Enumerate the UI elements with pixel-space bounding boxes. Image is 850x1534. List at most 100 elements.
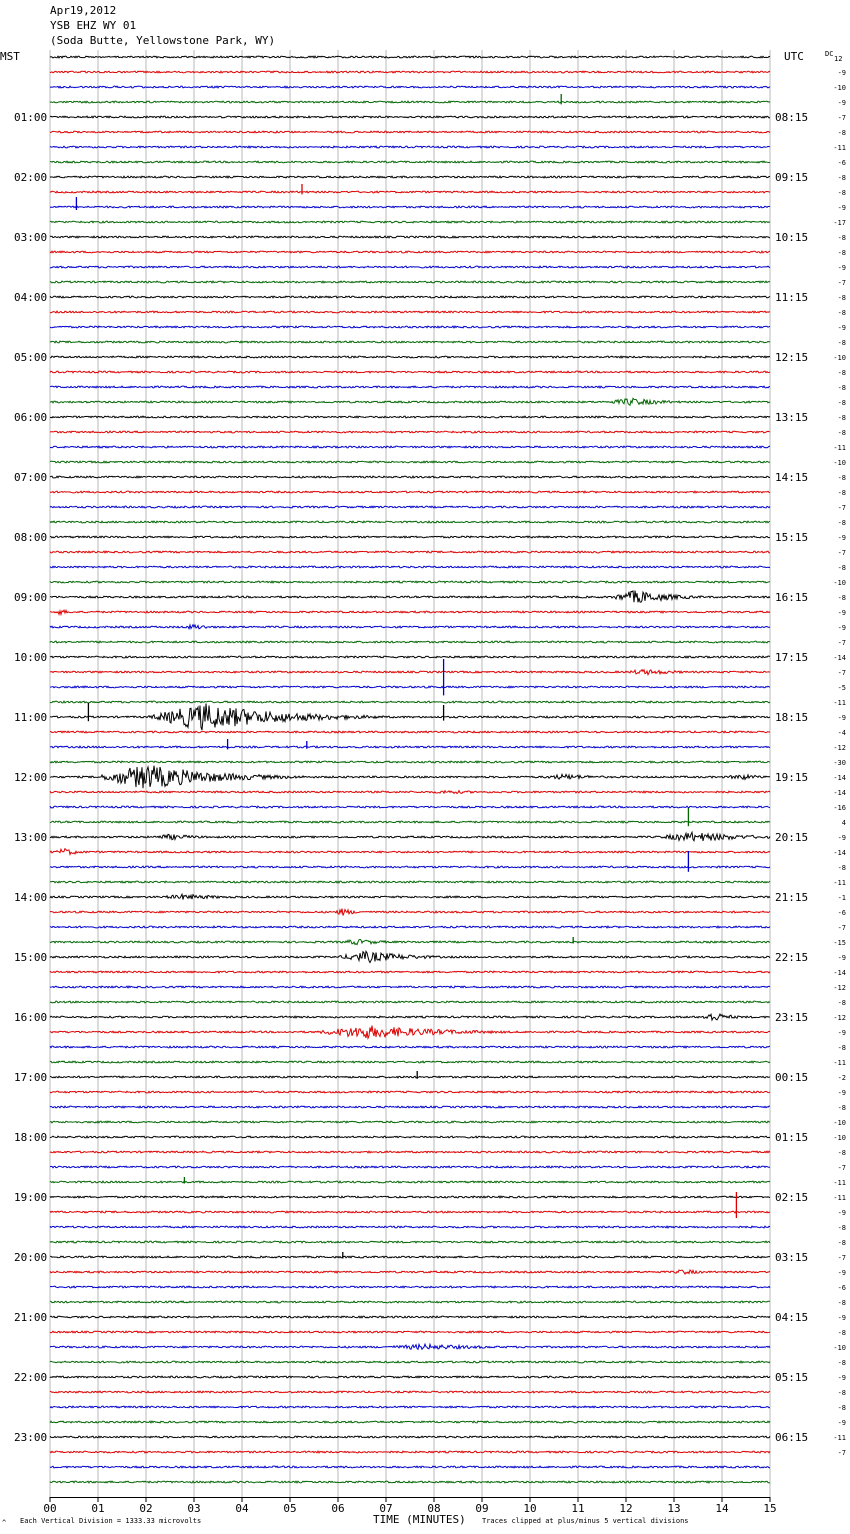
x-tick-label: 13: [667, 1502, 680, 1515]
dc-offset-label: -2: [838, 1074, 846, 1082]
trace-line: [49, 460, 771, 464]
trace-line: [49, 397, 771, 407]
trace-line: [49, 1180, 771, 1184]
x-tick-label: 00: [43, 1502, 56, 1515]
dc-offset-label: -8: [838, 429, 846, 437]
dc-offset-label: -10: [833, 84, 846, 92]
utc-hour-label: 03:15: [775, 1251, 808, 1264]
trace-line: [49, 950, 771, 964]
dc-offset-label: -9: [838, 264, 846, 272]
trace-line: [49, 865, 771, 869]
dc-offset-label: -8: [838, 339, 846, 347]
utc-hour-label: 12:15: [775, 351, 808, 364]
utc-hour-label: 18:15: [775, 711, 808, 724]
trace-line: [49, 938, 771, 946]
trace-line: [49, 970, 771, 974]
dc-offset-label: -9: [838, 1419, 846, 1427]
trace-line: [49, 880, 771, 884]
trace-line: [49, 430, 771, 434]
dc-offset-label: -14: [833, 774, 846, 782]
dc-offset-label: -12: [833, 984, 846, 992]
mst-hour-label: 17:00: [14, 1071, 47, 1084]
dc-offset-label: -10: [833, 354, 846, 362]
trace-line: [49, 100, 771, 104]
trace-line: [49, 520, 771, 524]
dc-offset-label: -11: [833, 1434, 846, 1442]
trace-line: [49, 685, 771, 689]
dc-offset-label: -7: [838, 504, 846, 512]
dc-offset-label: -8: [838, 1389, 846, 1397]
trace-line: [49, 668, 771, 677]
utc-hour-label: 20:15: [775, 831, 808, 844]
trace-line: [49, 820, 771, 824]
dc-offset-label: -9: [838, 1269, 846, 1277]
dc-offset-label: -9: [838, 69, 846, 77]
dc-header-label: DC: [825, 50, 833, 58]
trace-line: [49, 340, 771, 344]
clipping-note: Traces clipped at plus/minus 5 vertical …: [482, 1517, 689, 1525]
trace-line: [49, 1150, 771, 1154]
x-tick-label: 11: [571, 1502, 584, 1515]
utc-hour-label: 05:15: [775, 1371, 808, 1384]
mst-hour-label: 09:00: [14, 591, 47, 604]
trace-line: [49, 1165, 770, 1169]
mst-hour-label: 07:00: [14, 471, 47, 484]
utc-hour-label: 15:15: [775, 531, 808, 544]
dc-offset-label: -16: [833, 804, 846, 812]
utc-hour-label: 14:15: [775, 471, 808, 484]
trace-line: [49, 1025, 771, 1041]
utc-hour-label: 09:15: [775, 171, 808, 184]
dc-offset-label: -8: [838, 1299, 846, 1307]
trace-line: [49, 505, 771, 509]
trace-line: [49, 385, 771, 389]
dc-offset-label: -7: [838, 114, 846, 122]
mst-hour-label: 16:00: [14, 1011, 47, 1024]
trace-line: [49, 1000, 771, 1004]
trace-line: [49, 325, 771, 329]
utc-hour-label: 01:15: [775, 1131, 808, 1144]
dc-offset-label: -12: [833, 1014, 846, 1022]
mst-hour-label: 19:00: [14, 1191, 47, 1204]
utc-hour-label: 02:15: [775, 1191, 808, 1204]
x-tick-label: 05: [283, 1502, 296, 1515]
dc-offset-label: -10: [833, 1344, 846, 1352]
x-tick-label: 04: [235, 1502, 249, 1515]
utc-hour-label: 23:15: [775, 1011, 808, 1024]
trace-line: [49, 175, 771, 179]
utc-hour-label: 11:15: [775, 291, 808, 304]
dc-offset-label: -8: [838, 129, 846, 137]
trace-line: [49, 550, 771, 554]
x-tick-label: 08: [427, 1502, 440, 1515]
dc-offset-label: -14: [833, 969, 846, 977]
dc-offset-label: -8: [838, 249, 846, 257]
dc-offset-label: -7: [838, 279, 846, 287]
dc-offset-label: -10: [833, 1119, 846, 1127]
trace-line: [49, 1360, 771, 1364]
trace-line: [49, 55, 771, 59]
x-axis-title: TIME (MINUTES): [373, 1513, 466, 1526]
trace-line: [49, 295, 771, 299]
trace-line: [49, 280, 771, 284]
dc-offset-label: -9: [838, 1314, 846, 1322]
trace-line: [49, 1450, 771, 1454]
trace-line: [49, 1405, 771, 1409]
dc-offset-label: -8: [838, 474, 846, 482]
station-location: (Soda Butte, Yellowstone Park, WY): [50, 34, 276, 47]
trace-line: [49, 1315, 771, 1319]
dc-offset-label: -4: [838, 729, 846, 737]
dc-offset-label: -11: [833, 699, 846, 707]
dc-offset-label: -8: [838, 1224, 846, 1232]
dc-offset-label: -6: [838, 159, 846, 167]
dc-offset-label: -14: [833, 789, 846, 797]
trace-line: [49, 1285, 771, 1289]
x-axis-ticks: 00 01 02 03 04 05 06 07 08 09 10 11 12 13 14 15: [43, 1497, 777, 1515]
trace-line: [49, 310, 771, 314]
dc-offset-label: -11: [833, 1059, 846, 1067]
trace-line: [49, 370, 771, 374]
mst-hour-label: 15:00: [14, 951, 47, 964]
mst-hour-label: 23:00: [14, 1431, 47, 1444]
trace-line: [49, 1045, 771, 1049]
trace-line: [49, 908, 771, 916]
trace-line: [49, 1210, 771, 1214]
